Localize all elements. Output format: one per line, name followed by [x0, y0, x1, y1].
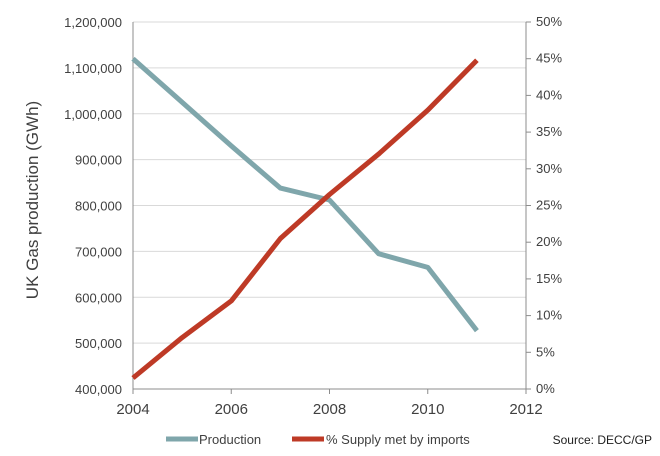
series-line-imports: [131, 58, 479, 380]
series-line-production: [131, 56, 479, 333]
y2-tick-label: 25%: [536, 198, 562, 213]
series-lines: [131, 56, 479, 380]
x-axis-ticks: 2004 2006 2008 2010 2012: [116, 389, 543, 418]
y2-tick-label: 30%: [536, 161, 562, 176]
x-tick-label: 2006: [215, 401, 248, 418]
y2-tick-label: 0%: [536, 381, 555, 396]
y-tick-label: 500,000: [75, 336, 122, 351]
source-note: Source: DECC/GP: [553, 433, 652, 447]
y-tick-label: 800,000: [75, 199, 122, 214]
y-axis-ticks: 400,000 500,000 600,000 700,000 800,000 900,0…: [64, 15, 122, 397]
legend-label: Production: [199, 432, 261, 447]
y-axis-title: UK Gas production (GWh): [23, 101, 42, 299]
x-tick-label: 2010: [411, 401, 444, 418]
y-tick-label: 1,000,000: [64, 107, 122, 122]
y2-tick-label: 50%: [536, 14, 562, 29]
y2-tick-label: 45%: [536, 51, 562, 66]
y2-tick-label: 15%: [536, 271, 562, 286]
y2-tick-label: 40%: [536, 87, 562, 102]
y-tick-label: 900,000: [75, 153, 122, 168]
y-tick-label: 600,000: [75, 290, 122, 305]
y2-tick-label: 35%: [536, 124, 562, 139]
y2-tick-label: 20%: [536, 234, 562, 249]
y-tick-label: 1,100,000: [64, 61, 122, 76]
x-tick-label: 2008: [313, 401, 346, 418]
x-tick-label: 2012: [509, 401, 542, 418]
legend: Production % Supply met by imports: [166, 432, 470, 447]
y2-axis-ticks: 0% 5% 10% 15% 20% 25% 30% 35% 40% 45% 50%: [526, 14, 562, 396]
y-tick-label: 700,000: [75, 244, 122, 259]
x-tick-label: 2004: [116, 401, 149, 418]
y-tick-label: 400,000: [75, 382, 122, 397]
y2-tick-label: 5%: [536, 344, 555, 359]
legend-label: % Supply met by imports: [326, 432, 470, 447]
y2-tick-label: 10%: [536, 308, 562, 323]
y-tick-label: 1,200,000: [64, 15, 122, 30]
